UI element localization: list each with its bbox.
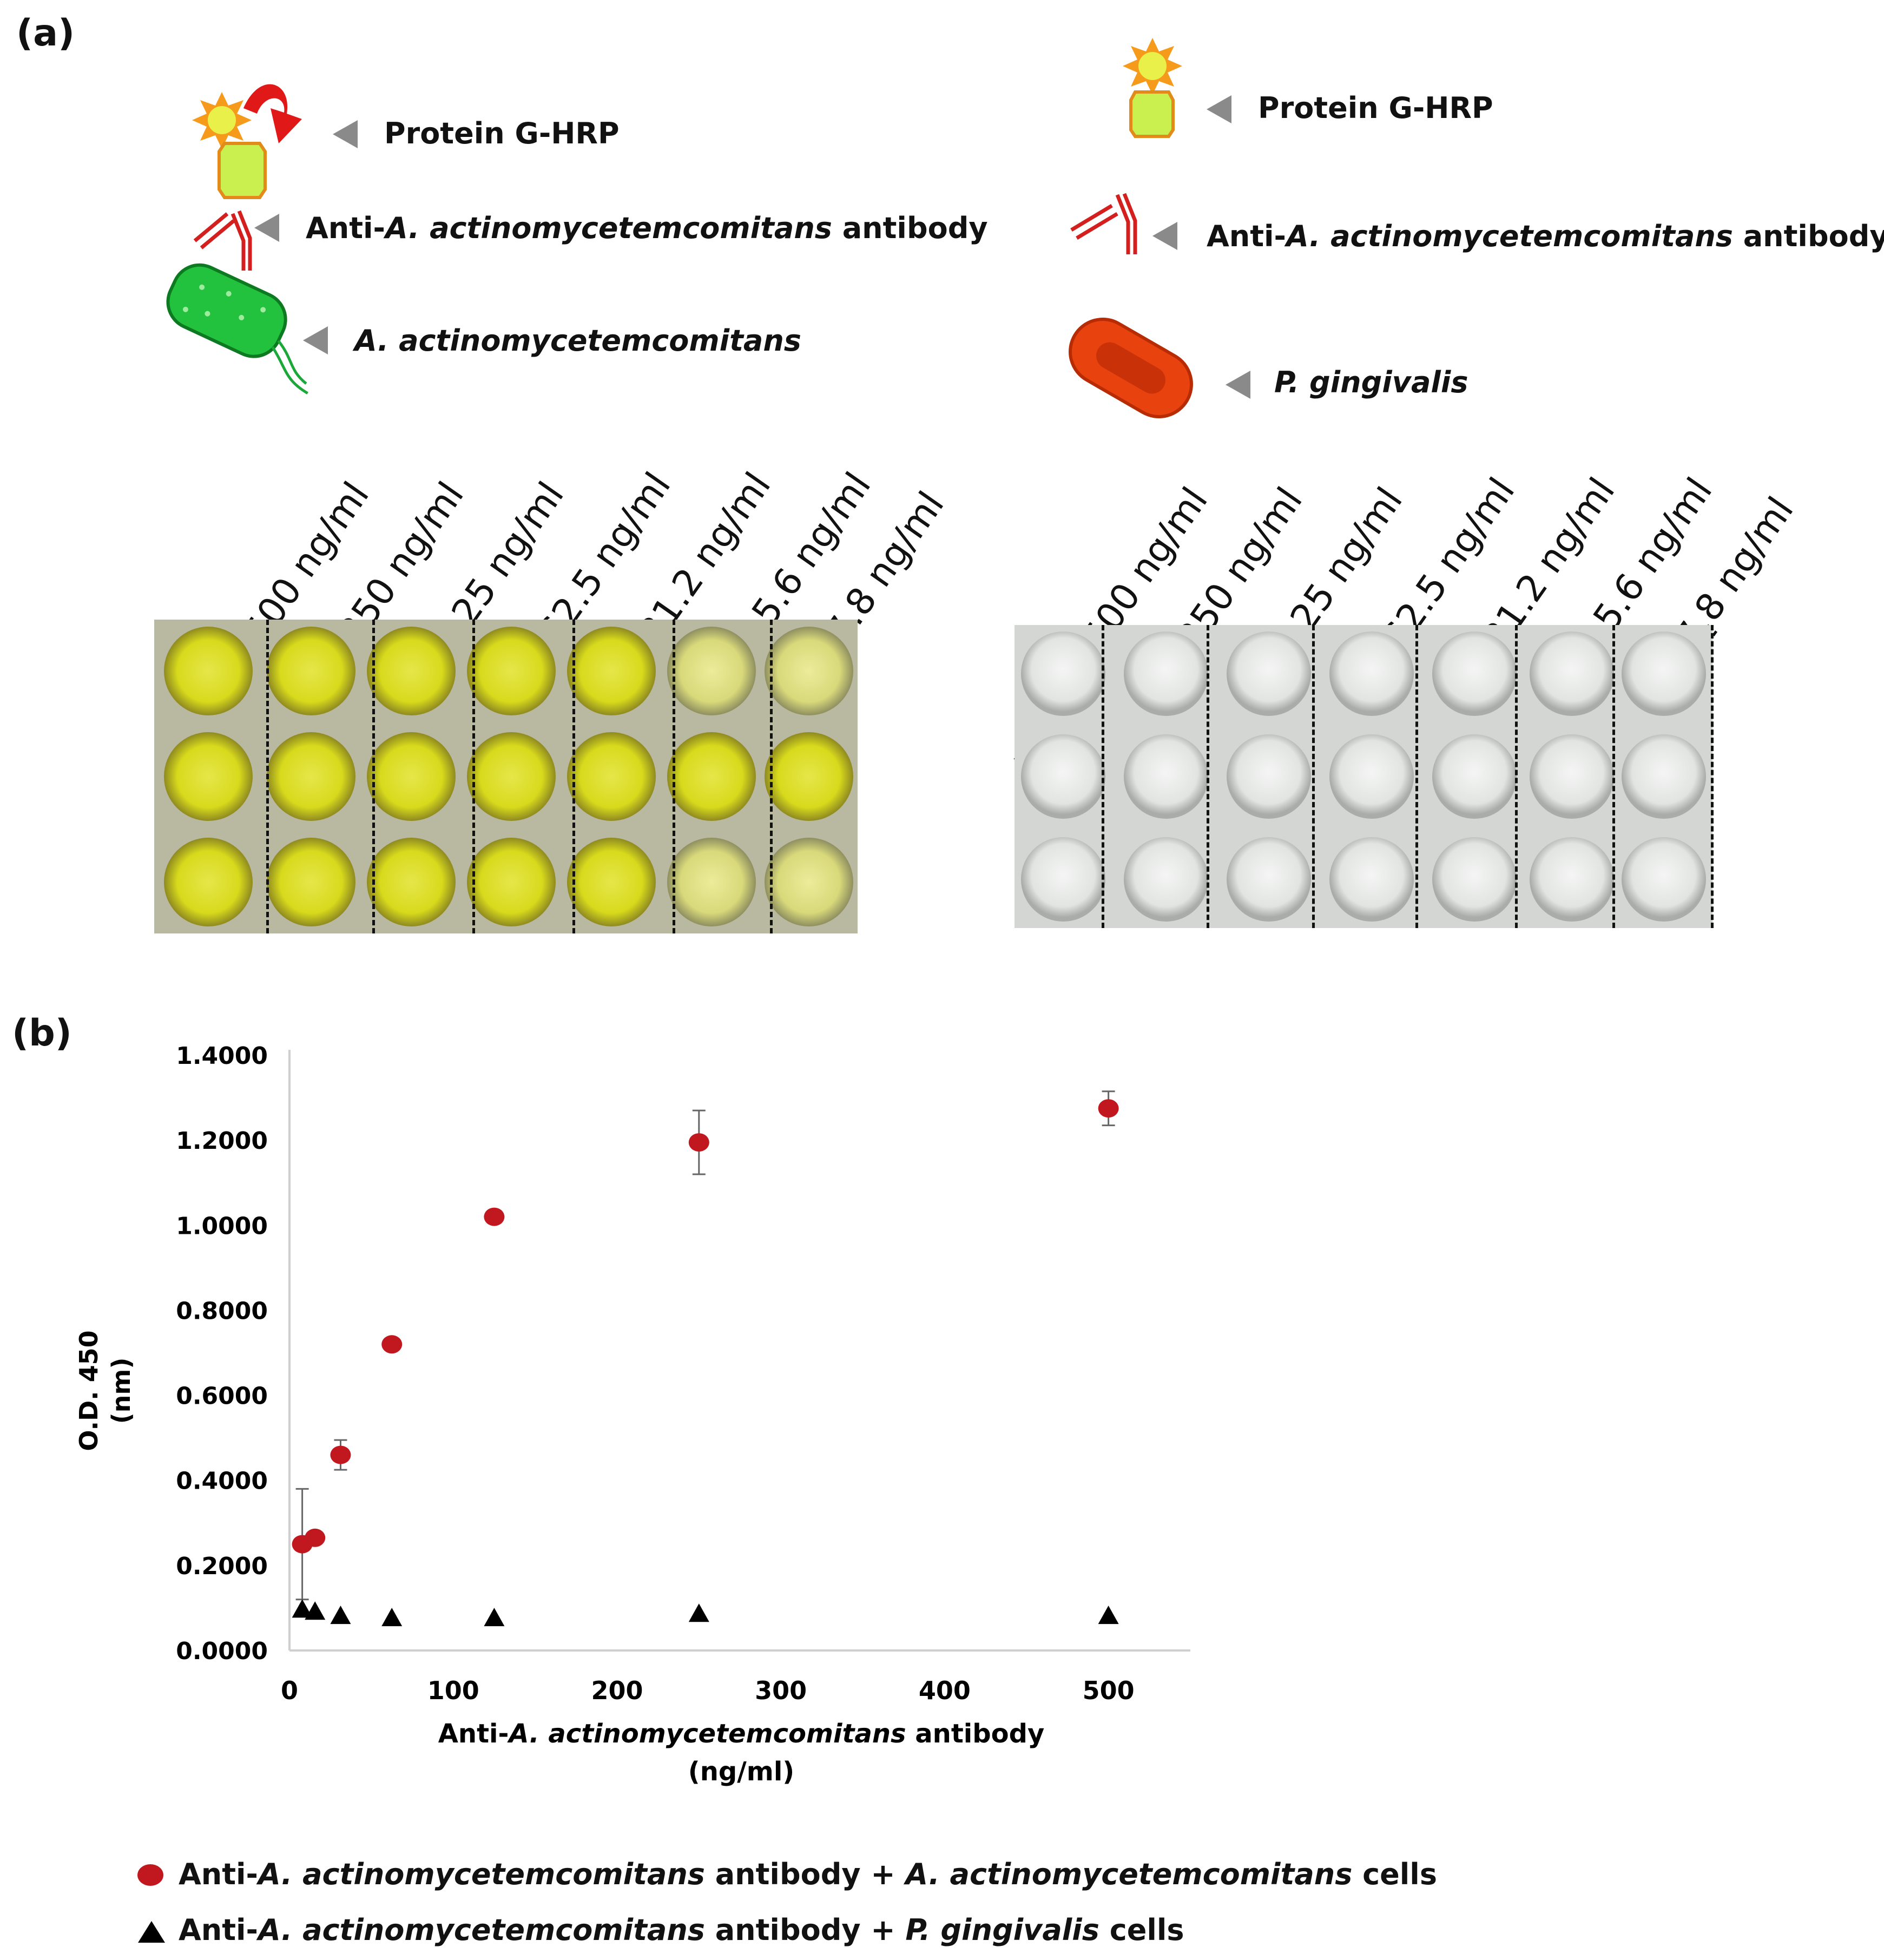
left-diagram-illustration [166,84,308,394]
protein-g-icon [1129,90,1175,138]
data-point-circle [305,1528,326,1547]
antibody-icon [1070,193,1137,254]
divider-line [1612,625,1615,928]
green-bacterium-icon [166,263,308,394]
hrp-star-icon [1123,38,1182,95]
right-antibody-label: Anti-A. actinomycetemcomitans antibody [1207,219,1884,253]
left-well-plate-photo [154,620,858,933]
data-point-triangle [330,1606,351,1624]
data-point-triangle [1098,1606,1119,1624]
legend-entry-black: Anti-A. actinomycetemcomitans antibody +… [179,1913,1184,1947]
data-point-triangle [688,1603,709,1622]
hrp-star-icon [192,92,252,149]
right-diagram-illustration [1069,38,1193,418]
divider-line [372,620,375,933]
antibody-icon [193,210,252,271]
data-points [292,1099,1119,1627]
x-tick-label: 400 [919,1676,971,1705]
x-axis-unit: (ng/ml) [688,1757,794,1787]
legend-entry-red: Anti-A. actinomycetemcomitans antibody +… [179,1857,1437,1891]
pointer-icon [1207,95,1231,123]
divider-line [1515,625,1518,928]
divider-line [572,620,575,933]
divider-line [1207,625,1209,928]
x-tick-label: 100 [427,1676,479,1705]
data-point-circle [381,1335,403,1354]
yellow-wells [164,627,853,926]
data-point-circle [330,1445,351,1464]
data-point-circle [484,1207,505,1226]
x-tick-labels: 0 100 200 300 400 500 [281,1676,1135,1705]
right-well-plate-photo [1015,625,1712,928]
y-tick-label: 0.6000 [176,1383,268,1410]
chart-axes [288,1050,1190,1652]
y-tick-label: 1.2000 [176,1127,268,1155]
left-protein-label: Protein G-HRP [384,116,620,150]
pointer-icon [333,120,358,148]
divider-line [1102,625,1104,928]
panel-b-label: (b) [12,1012,72,1055]
pointer-icon [303,326,328,354]
error-bars [295,1090,1115,1601]
y-tick-labels: 0.0000 0.2000 0.4000 0.6000 0.8000 1.0000 1.20… [176,1042,268,1665]
x-tick-label: 0 [281,1676,298,1705]
pointer-icon [254,214,279,242]
panel-a-label: (a) [16,12,75,55]
protein-g-icon [218,142,267,199]
x-tick-label: 500 [1083,1676,1135,1705]
right-protein-label: Protein G-HRP [1258,91,1493,125]
x-tick-label: 200 [591,1676,643,1705]
y-axis-label-line1: O.D. 450 [74,1330,103,1451]
right-bacterium-label: P. gingivalis [1274,365,1468,399]
y-tick-label: 1.4000 [176,1042,268,1070]
y-tick-label: 0.4000 [176,1468,268,1495]
red-arrow-icon [243,84,302,143]
data-point-circle [688,1133,709,1152]
data-point-triangle [484,1608,505,1627]
divider-line [472,620,475,933]
divider-line [266,620,269,933]
divider-line [770,620,773,933]
od450-scatter-chart: 0.0000 0.2000 0.4000 0.6000 0.8000 1.0000 1.20… [74,1042,1190,1787]
data-point-triangle [381,1608,403,1627]
data-point-triangle [305,1601,326,1620]
y-tick-label: 0.8000 [176,1297,268,1325]
divider-line [1711,625,1714,928]
red-bacterium-icon [1069,318,1193,418]
left-bacterium-label: A. actinomycetemcomitans [354,324,801,358]
left-antibody-label: Anti-A. actinomycetemcomitans antibody [306,211,988,245]
x-tick-label: 300 [755,1676,807,1705]
y-tick-label: 1.0000 [176,1212,268,1240]
legend-marker-circle-icon [137,1864,163,1886]
y-axis-label-line2: (nm) [107,1358,136,1424]
clear-wells [1021,632,1706,922]
data-point-circle [1098,1099,1119,1118]
y-tick-label: 0.0000 [176,1637,268,1665]
data-point-triangle [292,1599,313,1618]
y-tick-label: 0.2000 [176,1553,268,1580]
pointer-icon [1226,371,1250,399]
legend-marker-triangle-icon [138,1921,165,1943]
divider-line [673,620,675,933]
pointer-icon [1152,222,1177,250]
divider-line [1415,625,1418,928]
x-axis-label: Anti-A. actinomycetemcomitans antibody [438,1719,1044,1749]
divider-line [1312,625,1315,928]
